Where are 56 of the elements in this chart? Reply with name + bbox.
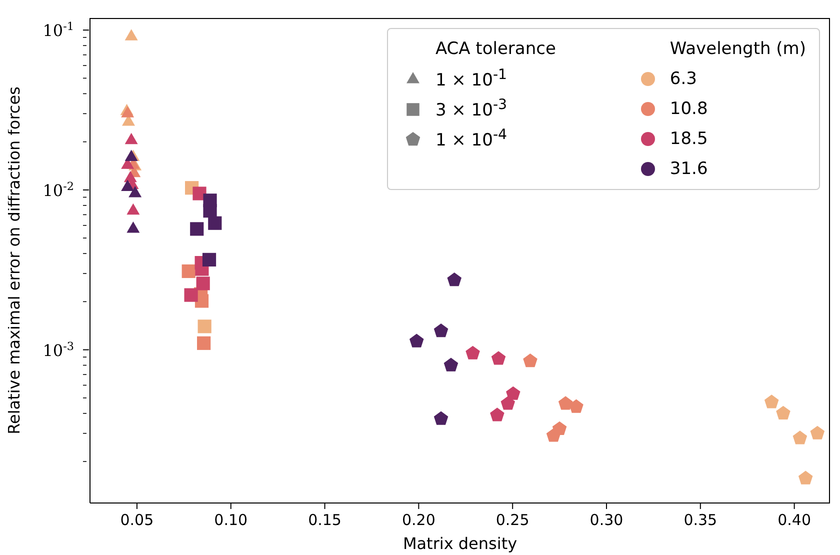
point [546, 428, 561, 442]
x-tick-label: 0.30 [590, 511, 624, 529]
point [190, 222, 204, 236]
y-tick-label: 10$^{-3}$ [42, 339, 74, 360]
point [792, 430, 808, 444]
point [466, 346, 480, 360]
point [491, 351, 506, 365]
annotation: 3 × 10$^{-3}$ [435, 97, 508, 121]
point [126, 203, 140, 215]
point [569, 399, 584, 413]
x-tick-label: 0.15 [308, 511, 342, 529]
legend-label: 10.8 [670, 99, 708, 119]
point [434, 411, 448, 425]
x-axis-title: Matrix density [402, 534, 518, 553]
point [203, 204, 217, 218]
annotation: ACA tolerance [434, 38, 556, 61]
point [447, 272, 462, 286]
y-tick-label: 10$^{-1}$ [42, 20, 74, 40]
annotation: 1 × 10$^{-4}$ [435, 127, 508, 151]
x-tick-label: 0.05 [120, 511, 154, 529]
x-tick-label: 0.10 [214, 511, 248, 529]
y-tick-label: 10$^{-2}$ [42, 179, 74, 200]
point [124, 132, 138, 144]
annotation: 1 × 10$^{-1}$ [435, 67, 508, 91]
point [490, 408, 504, 422]
point [198, 320, 212, 334]
point [126, 221, 140, 233]
point [196, 276, 210, 290]
point [764, 394, 779, 408]
point [208, 216, 222, 230]
point [506, 386, 520, 400]
point [409, 334, 424, 348]
point [798, 470, 813, 484]
point [121, 106, 134, 118]
point [128, 186, 142, 198]
point [182, 264, 196, 278]
legend-title: Wavelength (m) [668, 38, 806, 61]
x-tick-label: 0.40 [778, 511, 812, 529]
x-tick-label: 0.35 [684, 511, 718, 529]
point [444, 358, 458, 372]
point [500, 396, 516, 410]
point [202, 252, 216, 266]
point [197, 336, 211, 350]
point [121, 180, 134, 191]
point [184, 288, 198, 302]
point [434, 324, 448, 338]
point [558, 396, 573, 410]
point [810, 426, 825, 440]
legend-label: 6.3 [670, 69, 697, 89]
point [124, 29, 138, 40]
point [776, 406, 790, 420]
x-tick-label: 0.25 [496, 511, 530, 529]
legend-label: 18.5 [670, 129, 708, 149]
legend-label: 31.6 [670, 159, 708, 179]
point [523, 354, 538, 368]
x-tick-label: 0.20 [402, 511, 436, 529]
